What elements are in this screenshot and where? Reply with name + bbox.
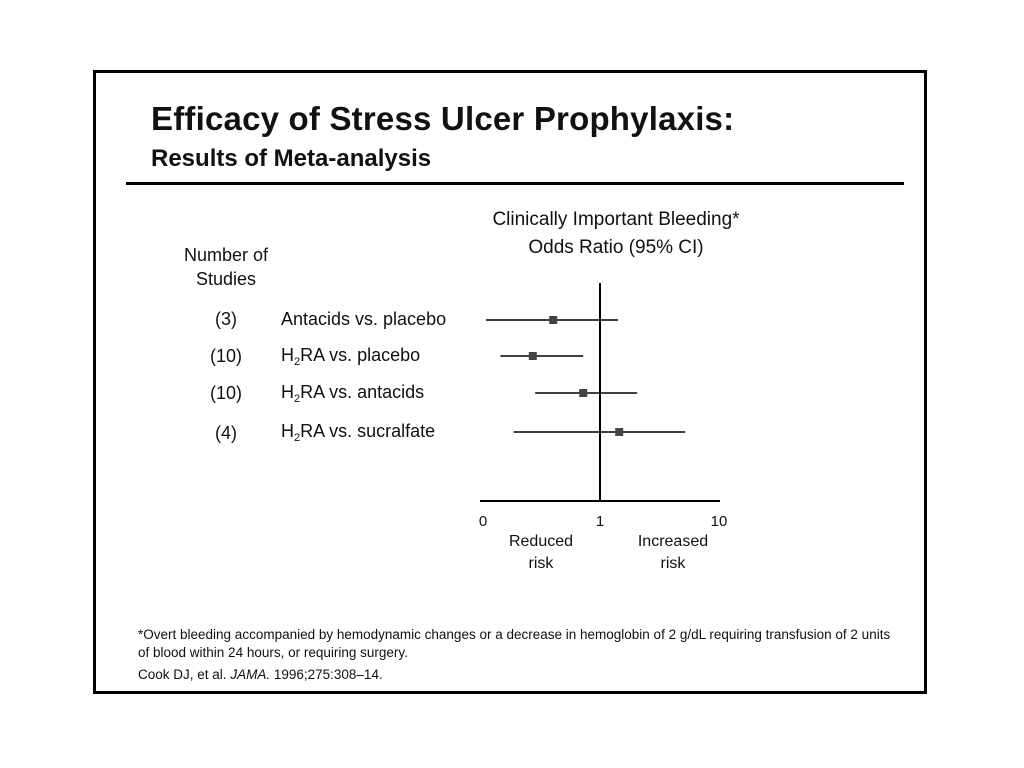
reduced-risk-line-1: Reduced: [508, 533, 574, 550]
citation: Cook DJ, et al. JAMA. 1996;275:308–14.: [138, 667, 383, 682]
comparison-subscript: 2: [294, 356, 301, 368]
citation-authors: Cook DJ, et al.: [138, 667, 227, 682]
x-tick-label-0: 0: [478, 513, 488, 530]
comparison-text: H: [281, 421, 294, 441]
comparison-subscript: 2: [294, 393, 301, 405]
study-count-h2ra-antacids: (10): [209, 383, 242, 403]
comparison-text-suffix: RA vs. sucralfate: [300, 421, 436, 441]
point-estimate-row-4: [615, 428, 624, 436]
title-divider: [126, 182, 904, 185]
x-tick-label-10: 10: [710, 513, 728, 530]
study-count-h2ra-sucralfate: (4): [215, 423, 237, 443]
study-count-antacids-placebo: (3): [215, 309, 237, 329]
point-estimate-row-3: [579, 389, 588, 397]
comparison-h2ra-placebo: H2RA vs. placebo: [281, 345, 420, 368]
comparison-text: H: [281, 382, 294, 402]
x-tick-label-1: 1: [595, 513, 605, 530]
point-estimate-row-2: [528, 352, 537, 360]
comparison-h2ra-antacids: H2RA vs. antacids: [281, 382, 424, 405]
citation-journal: JAMA.: [230, 667, 271, 682]
count-header-line-2: Studies: [195, 269, 257, 289]
comparison-text-suffix: RA vs. placebo: [300, 345, 421, 365]
comparison-h2ra-sucralfate: H2RA vs. sucralfate: [281, 421, 435, 444]
comparison-subscript: 2: [294, 432, 301, 444]
increased-risk-line-1: Increased: [637, 533, 709, 550]
comparison-text: H: [281, 345, 294, 365]
footnote: *Overt bleeding accompanied by hemodynam…: [138, 627, 891, 660]
reduced-risk-label: Reduced risk: [486, 531, 596, 575]
slide-subtitle: Results of Meta-analysis: [151, 145, 432, 172]
point-estimate-row-1: [549, 316, 558, 324]
comparison-text: Antacids vs. placebo: [281, 309, 447, 329]
increased-risk-label: Increased risk: [618, 531, 728, 575]
comparison-text-suffix: RA vs. antacids: [300, 382, 425, 402]
count-header-line-1: Number of: [183, 245, 269, 265]
chart-title-line-1: Clinically Important Bleeding*: [492, 209, 740, 230]
slide-frame: Efficacy of Stress Ulcer Prophylaxis: Re…: [93, 70, 927, 694]
citation-reference: 1996;275:308–14.: [273, 667, 383, 682]
increased-risk-line-2: risk: [660, 555, 686, 572]
reduced-risk-line-2: risk: [528, 555, 554, 572]
study-count-h2ra-placebo: (10): [209, 346, 242, 366]
comparison-antacids-placebo: Antacids vs. placebo: [281, 309, 446, 332]
forest-plot: [480, 283, 720, 502]
chart-title-line-2: Odds Ratio (95% CI): [528, 237, 704, 258]
slide-title: Efficacy of Stress Ulcer Prophylaxis:: [151, 100, 735, 137]
